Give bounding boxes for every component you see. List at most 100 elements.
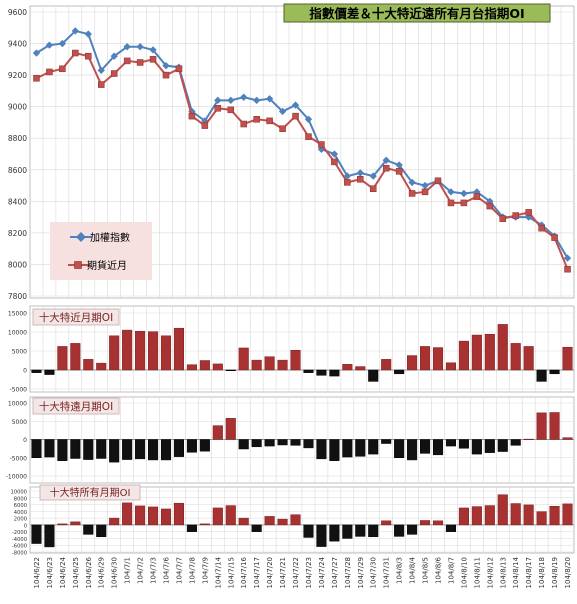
futures-point: [149, 56, 157, 63]
index-point: [395, 161, 403, 169]
x-tick-label: 104/7/29: [357, 557, 365, 588]
all-oi-bar: [368, 524, 379, 538]
futures-point: [292, 112, 299, 120]
far-oi-bar: [277, 439, 288, 446]
x-tick-label: 104/7/22: [292, 557, 300, 588]
x-tick-label: 104/8/11: [473, 557, 481, 588]
near-oi-bar: [368, 369, 379, 382]
y-tick-label: 15000: [8, 311, 27, 318]
x-tick-label: 104/7/8: [188, 557, 196, 584]
futures-point: [214, 104, 222, 112]
all-oi-bar: [160, 508, 172, 526]
all-oi-bar: [432, 520, 444, 526]
y-tick-label: 8000: [14, 496, 27, 502]
chart-title: 指數價差＆十大特近遠所有月台指期OI: [309, 6, 524, 21]
far-oi-bar: [549, 412, 560, 440]
x-tick-label: 104/7/20: [266, 557, 274, 588]
far-oi-label: 十大特遠月期OI: [39, 400, 113, 413]
far-oi-bar: [355, 439, 366, 457]
futures-point: [59, 65, 66, 73]
far-oi-bar: [135, 439, 146, 460]
x-tick-label: 104/6/29: [98, 557, 106, 588]
all-oi-bar: [199, 523, 210, 526]
futures-point: [331, 158, 338, 166]
y-tick-label: -5000: [10, 387, 28, 394]
y-tick-label: -6000: [12, 544, 27, 550]
near-oi-bar: [381, 359, 392, 371]
index-point: [356, 169, 364, 177]
near-oi-bar: [497, 324, 508, 371]
index-point: [227, 96, 235, 105]
y-tick-label: 9000: [8, 103, 27, 112]
far-oi-bar: [342, 439, 353, 458]
far-oi-bar: [484, 439, 495, 453]
y-tick-label: -5000: [10, 455, 28, 462]
futures-point: [421, 188, 429, 196]
bar-layer: [31, 324, 573, 548]
futures-point: [395, 168, 403, 175]
near-oi-bar: [57, 346, 68, 371]
futures-point: [551, 234, 558, 241]
x-tick-label: 104/8/6: [435, 556, 443, 584]
near-oi-bar: [173, 327, 184, 371]
chart-title-box: [283, 3, 551, 23]
legend-label-futures: 期貨近月: [87, 259, 127, 272]
y-tick-label: 9600: [8, 8, 27, 17]
futures-point: [344, 179, 351, 186]
far-oi-bar: [225, 418, 236, 440]
all-oi-bar: [186, 524, 197, 532]
legend-item-index: 加權指數: [70, 231, 130, 244]
near-oi-bar: [510, 343, 521, 371]
all-oi-bar: [316, 524, 327, 547]
x-tick-label: 104/7/16: [240, 556, 248, 588]
all-oi-bar: [225, 505, 236, 526]
y-tick-label: 9400: [8, 40, 27, 49]
all-oi-bar: [549, 506, 560, 526]
legend-box: [50, 222, 152, 280]
futures-point: [240, 120, 247, 128]
x-tick-label: 104/7/17: [253, 557, 261, 588]
grid-layer: [30, 6, 574, 553]
futures-point: [227, 106, 235, 114]
near-oi-bar: [329, 369, 340, 377]
near-oi-bar: [484, 334, 495, 371]
futures-point: [525, 209, 532, 216]
y-tick-label: 8000: [8, 260, 27, 269]
far-oi-bar: [381, 439, 392, 444]
futures-point: [136, 59, 144, 66]
far-oi-bar: [458, 439, 469, 449]
near-oi-bar: [96, 362, 107, 371]
x-tick-label: 104/7/3: [150, 557, 158, 584]
y-tick-label: 0: [23, 437, 27, 444]
near-oi-bar: [471, 334, 482, 371]
index-point: [265, 95, 274, 103]
futures-point: [447, 199, 455, 207]
near-oi-bar: [238, 347, 249, 371]
x-tick-label: 104/7/21: [279, 557, 287, 588]
futures-point: [266, 117, 273, 125]
x-tick-label: 104/8/14: [512, 556, 520, 588]
near-oi-bar: [44, 369, 55, 375]
x-tick-label: 104/7/9: [201, 557, 209, 584]
far-oi-bar: [148, 439, 159, 461]
futures-point: [188, 112, 196, 120]
far-oi-bar: [445, 439, 456, 447]
index-point: [278, 107, 287, 116]
near-oi-bar: [290, 349, 301, 371]
futures-point: [499, 215, 507, 222]
all-oi-bar: [523, 504, 534, 526]
all-oi-bar: [536, 511, 547, 526]
x-tick-label: 104/7/24: [318, 556, 326, 588]
index-point: [97, 66, 105, 75]
all-oi-bar: [445, 524, 456, 532]
far-oi-bar: [31, 439, 42, 458]
near-oi-bar: [251, 359, 262, 371]
y-tick-label: 8400: [8, 197, 27, 206]
near-oi-bar: [303, 369, 314, 373]
far-oi-bar: [420, 439, 431, 454]
all-oi-label: 十大特所有月期OI: [50, 486, 131, 499]
futures-point: [33, 75, 40, 82]
x-tick-label: 104/7/7: [175, 557, 183, 584]
near-oi-bar: [225, 369, 236, 372]
